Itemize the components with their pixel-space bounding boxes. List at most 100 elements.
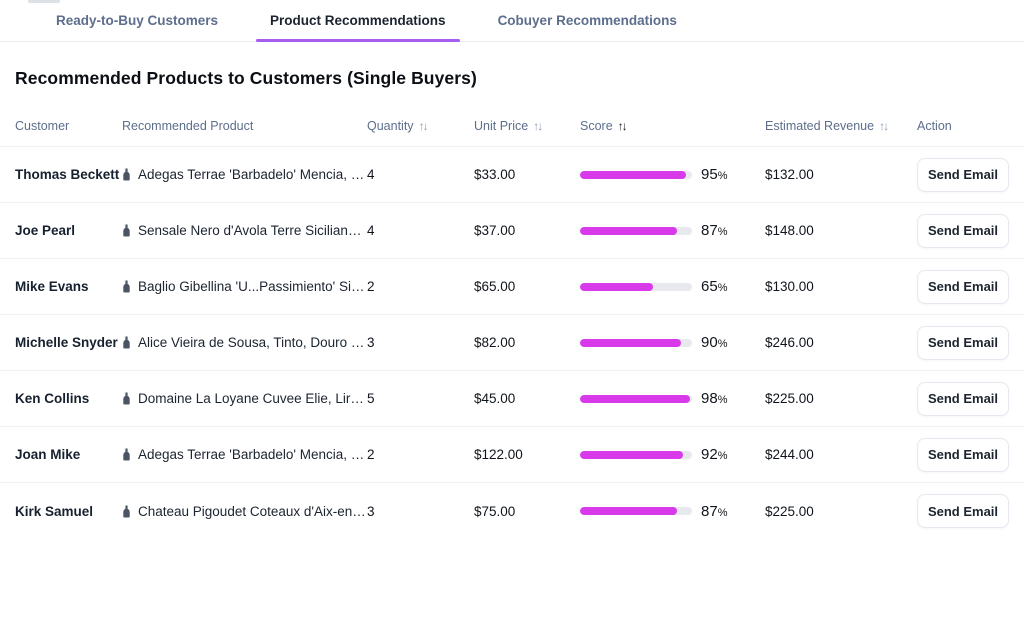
recommended-product-cell: Chateau Pigoudet Coteaux d'Aix-en… [122,504,367,519]
score-progress-track [580,338,692,347]
sort-icon-active: ↑↓ [617,118,628,133]
unit-price-value: $82.00 [474,335,516,350]
action-cell: Send Email [917,437,1024,472]
action-cell: Send Email [917,494,1024,528]
column-header-estimated-revenue[interactable]: Estimated Revenue ↑↓ [765,119,917,133]
score-progress-track [580,226,692,235]
unit-price-value: $33.00 [474,167,516,182]
sort-icon: ↑↓ [533,118,543,133]
column-label: Unit Price [474,118,529,133]
quantity-value: 2 [367,279,375,294]
page-title: Recommended Products to Customers (Singl… [15,68,477,88]
quantity-value: 4 [367,223,375,238]
recommended-product-cell: Alice Vieira de Sousa, Tinto, Douro … [122,335,367,350]
table-row: Michelle Snyder Alice Vieira de Sousa, T… [0,315,1024,371]
table-row: Kirk Samuel Chateau Pigoudet Coteaux d'A… [0,483,1024,539]
send-email-button[interactable]: Send Email [917,325,1009,360]
score-cell: 65% [580,278,765,295]
column-header-score[interactable]: Score ↑↓ [580,119,765,133]
customer-name: Thomas Beckett [15,167,120,182]
table-row: Joan Mike Adegas Terrae 'Barbadelo' Menc… [0,427,1024,483]
product-name: Chateau Pigoudet Coteaux d'Aix-en… [138,503,366,519]
send-email-button[interactable]: Send Email [917,437,1009,472]
column-label: Action [917,118,952,133]
table-header-row: Customer Recommended Product Quantity ↑↓… [0,105,1024,147]
score-progress-track [580,170,692,179]
send-email-button[interactable]: Send Email [917,269,1009,304]
recommended-product-cell: Sensale Nero d'Avola Terre Sicilian… [122,223,367,238]
send-email-button[interactable]: Send Email [917,494,1009,528]
customer-name: Joe Pearl [15,223,76,238]
score-percentage: 95% [701,166,728,183]
wine-bottle-icon [122,224,131,237]
quantity-value: 2 [367,447,375,462]
tab-bar: Ready-to-Buy Customers Product Recommend… [0,0,1024,42]
quantity-value: 4 [367,167,375,182]
quantity-value: 3 [367,503,375,519]
column-label: Estimated Revenue [765,118,875,133]
column-header-customer: Customer [15,119,122,133]
action-cell: Send Email [917,213,1024,248]
recommendations-table: Customer Recommended Product Quantity ↑↓… [0,105,1024,539]
score-percentage: 87% [701,222,728,239]
unit-price-value: $45.00 [474,391,516,406]
table-row: Mike Evans Baglio Gibellina 'U...Passimi… [0,259,1024,315]
send-email-button[interactable]: Send Email [917,157,1009,192]
score-percentage: 98% [701,390,728,407]
wine-bottle-icon [122,505,131,518]
score-cell: 87% [580,222,765,239]
wine-bottle-icon [122,336,131,349]
product-name: Baglio Gibellina 'U...Passimiento' Si… [138,279,365,294]
unit-price-value: $75.00 [474,503,516,519]
quantity-value: 5 [367,391,375,406]
score-cell: 92% [580,446,765,463]
action-cell: Send Email [917,325,1024,360]
column-header-unit-price[interactable]: Unit Price ↑↓ [474,119,580,133]
unit-price-value: $37.00 [474,223,516,238]
wine-bottle-icon [122,448,131,461]
customer-name: Ken Collins [15,391,90,406]
wine-bottle-icon [122,392,131,405]
send-email-button[interactable]: Send Email [917,381,1009,416]
customer-name: Mike Evans [15,279,89,294]
product-name: Adegas Terrae 'Barbadelo' Mencia, … [138,447,365,462]
score-cell: 90% [580,334,765,351]
column-label: Score [580,118,613,133]
score-percentage: 90% [701,334,728,351]
score-progress-track [580,282,692,291]
product-name: Alice Vieira de Sousa, Tinto, Douro … [138,335,365,350]
estimated-revenue-value: $132.00 [765,167,814,182]
table-body: Thomas Beckett Adegas Terrae 'Barbadelo'… [0,147,1024,539]
score-progress-fill [580,507,678,515]
recommended-product-cell: Adegas Terrae 'Barbadelo' Mencia, … [122,447,367,462]
column-label: Quantity [367,118,414,133]
customer-name: Michelle Snyder [15,335,118,350]
action-cell: Send Email [917,157,1024,192]
score-progress-fill [580,394,690,403]
score-progress-fill [580,450,684,459]
estimated-revenue-value: $130.00 [765,279,814,294]
estimated-revenue-value: $148.00 [765,223,814,238]
tab-product-recommendations[interactable]: Product Recommendations [256,0,460,42]
score-cell: 95% [580,166,765,183]
score-cell: 87% [580,503,765,520]
score-progress-fill [580,338,681,347]
score-percentage: 87% [701,502,728,520]
score-progress-fill [580,282,653,291]
sort-icon: ↑↓ [879,118,889,133]
score-progress-track [580,394,692,403]
estimated-revenue-value: $246.00 [765,335,814,350]
action-cell: Send Email [917,269,1024,304]
tab-cobuyer-recommendations[interactable]: Cobuyer Recommendations [484,0,691,41]
column-label: Recommended Product [122,118,254,133]
estimated-revenue-value: $225.00 [765,503,814,519]
product-name: Sensale Nero d'Avola Terre Sicilian… [138,223,362,238]
tab-ready-to-buy-customers[interactable]: Ready-to-Buy Customers [42,0,232,41]
send-email-button[interactable]: Send Email [917,213,1009,248]
recommended-product-cell: Baglio Gibellina 'U...Passimiento' Si… [122,279,367,294]
column-label: Customer [15,118,70,133]
column-header-quantity[interactable]: Quantity ↑↓ [367,119,474,133]
score-progress-track [580,507,692,515]
action-cell: Send Email [917,381,1024,416]
